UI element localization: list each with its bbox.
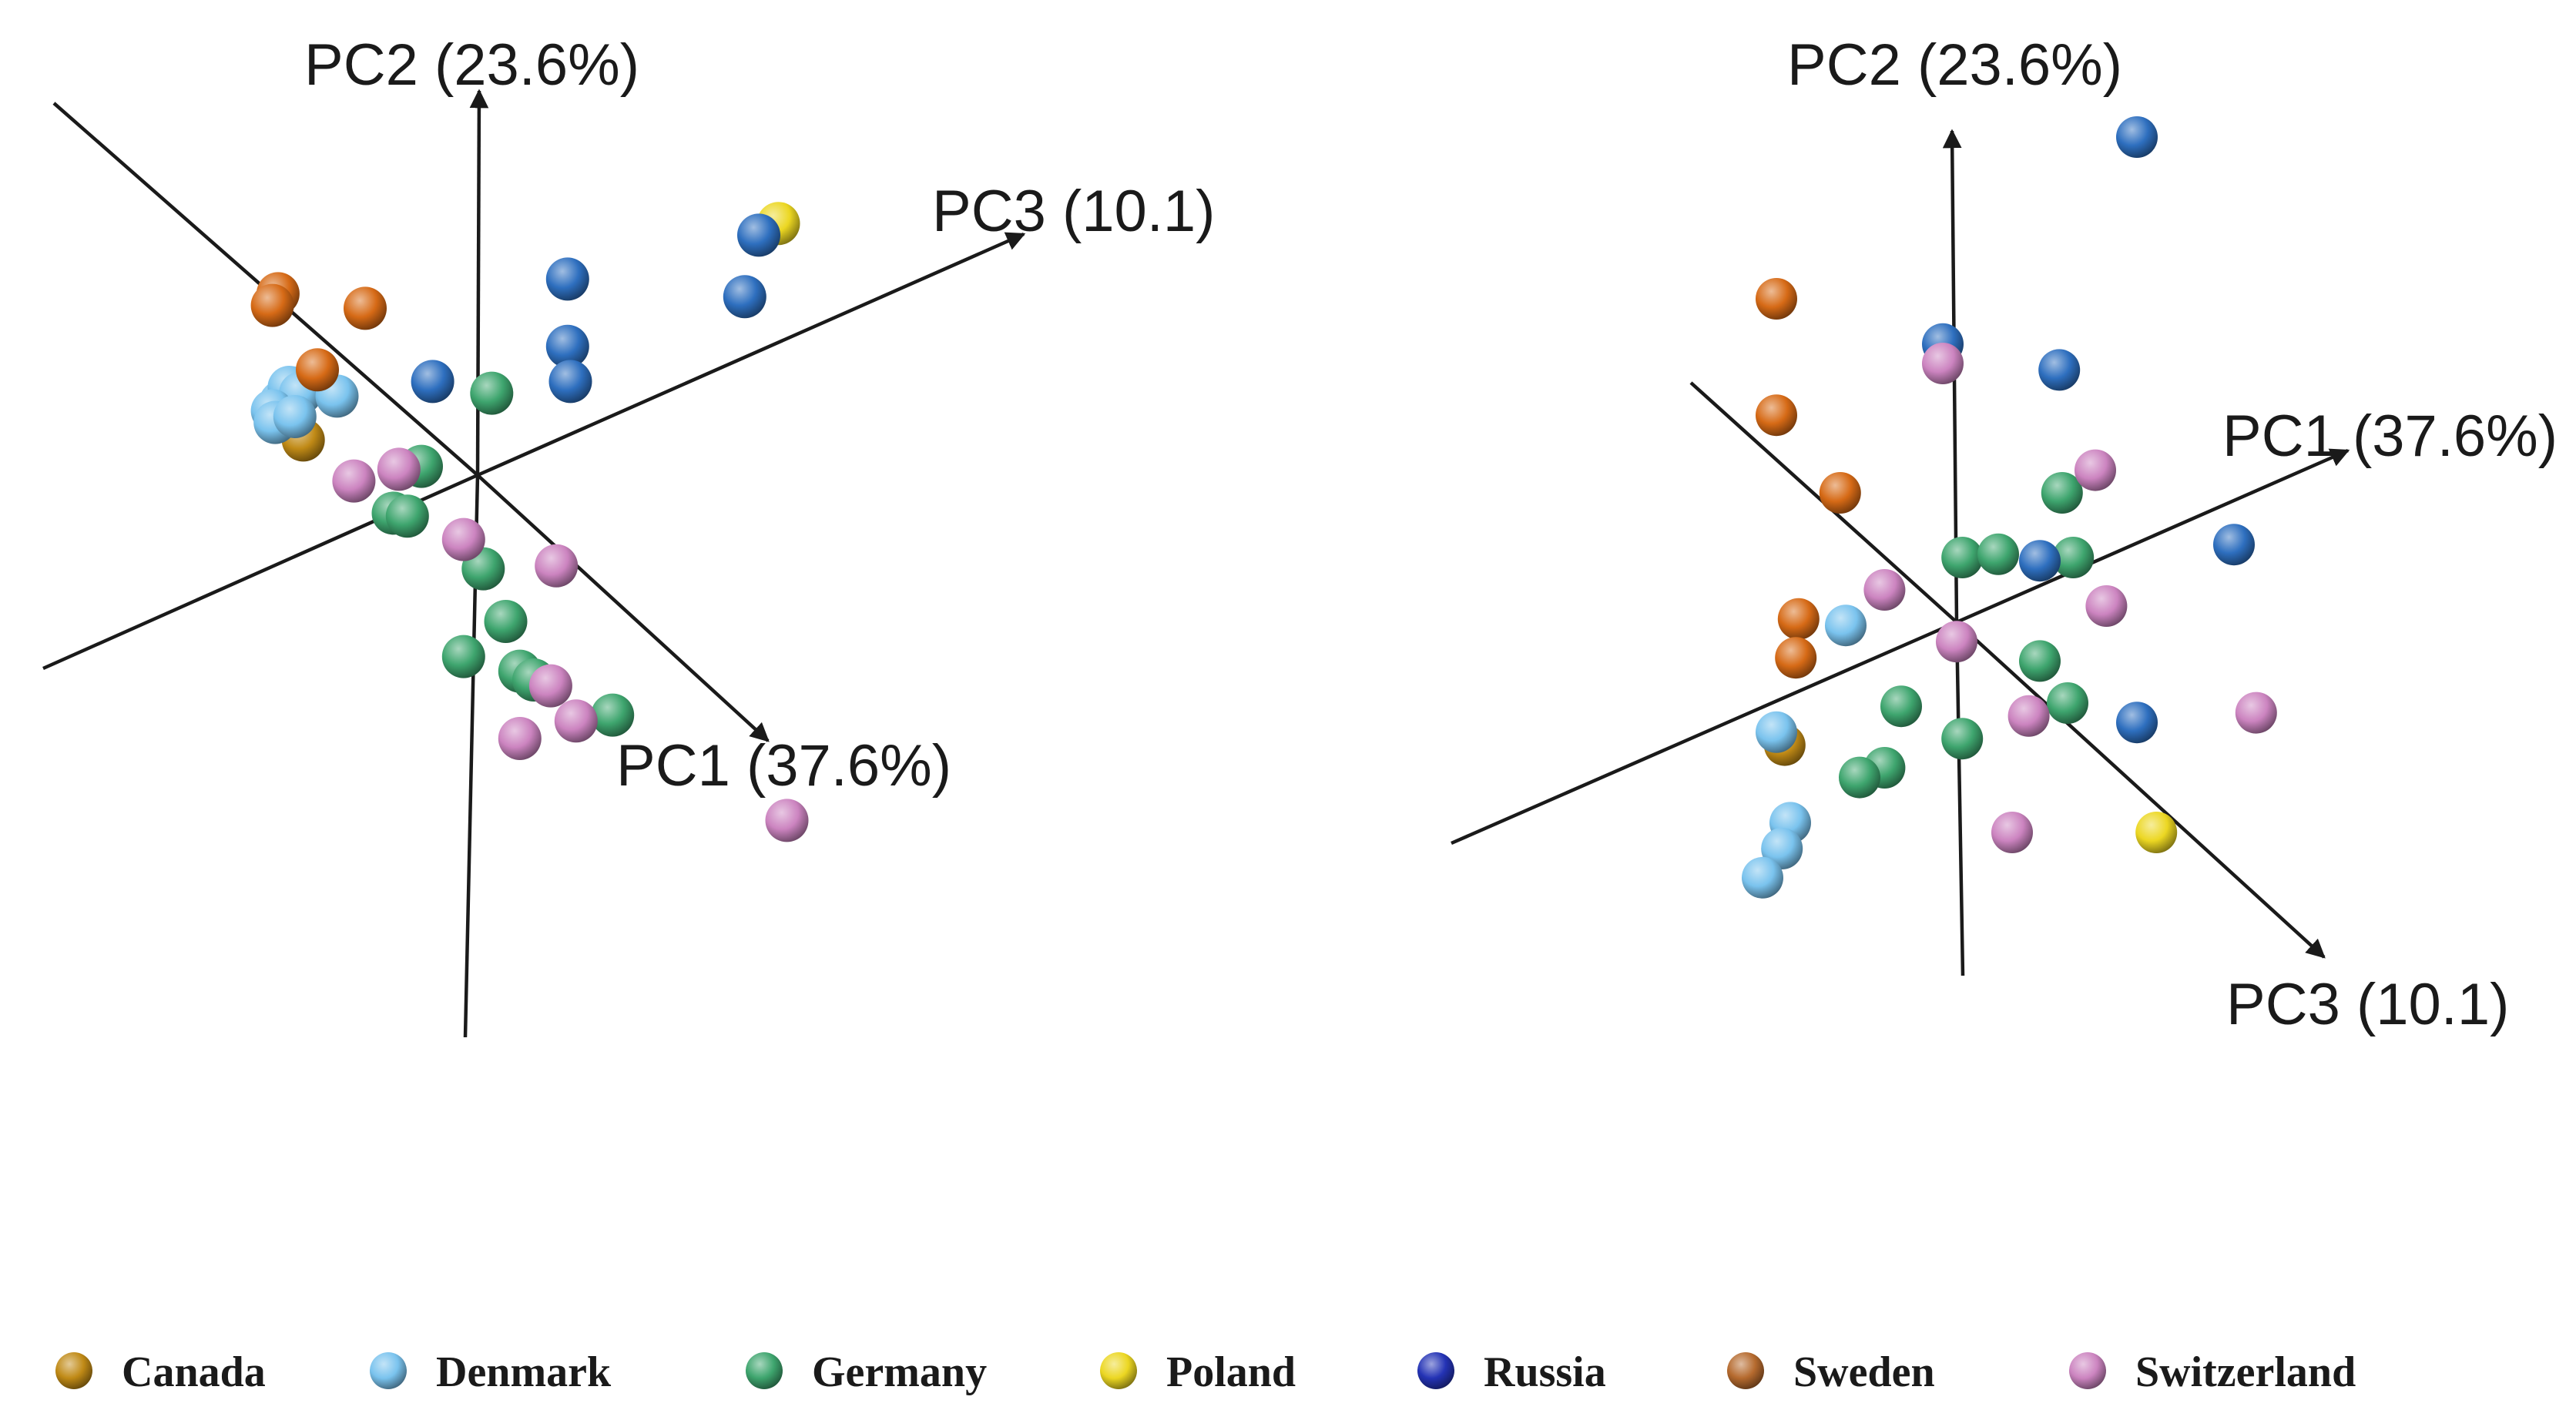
legend-marker-russia [1417, 1352, 1454, 1389]
legend-label-denmark: Denmark [436, 1348, 612, 1396]
data-point-sweden [250, 283, 294, 327]
pc3-axis [1955, 621, 2326, 959]
data-point-russia [548, 360, 592, 404]
data-point-switzerland [2235, 692, 2277, 734]
data-point-germany [1941, 718, 1984, 760]
data-point-sweden [1756, 394, 1797, 437]
data-point-denmark [273, 395, 317, 438]
data-point-switzerland [2007, 695, 2050, 737]
data-point-germany [484, 600, 528, 643]
data-point-germany [1880, 685, 1922, 728]
legend-label-germany: Germany [812, 1348, 987, 1396]
legend-marker-sweden [1727, 1352, 1764, 1389]
data-point-russia [2116, 116, 2158, 158]
data-point-switzerland [554, 699, 598, 743]
pc3-axis-label: PC3 (10.1) [932, 179, 1216, 244]
pc2-axis-label: PC2 (23.6%) [1787, 32, 2122, 98]
left-panel-points [250, 202, 809, 842]
right-panel-points [1742, 116, 2277, 899]
right-pca-panel: PC2 (23.6%) PC1 (37.6%) PC3 (10.1) [1451, 32, 2558, 1037]
data-point-russia [411, 360, 454, 404]
data-point-switzerland [2075, 449, 2116, 491]
data-point-germany [1977, 533, 2019, 575]
pc1-axis-label: PC1 (37.6%) [2222, 404, 2558, 469]
data-point-russia [2213, 524, 2255, 566]
legend-label-canada: Canada [122, 1348, 266, 1396]
pc1-axis [476, 474, 770, 742]
data-point-switzerland [498, 717, 542, 760]
data-point-switzerland [377, 447, 421, 491]
data-point-russia [2038, 349, 2081, 391]
data-point-germany [1839, 756, 1880, 799]
legend-item-germany: Germany [746, 1348, 987, 1396]
legend-label-switzerland: Switzerland [2135, 1348, 2356, 1396]
data-point-russia [2019, 540, 2061, 582]
legend-item-sweden: Sweden [1727, 1348, 1935, 1396]
legend-item-denmark: Denmark [370, 1348, 612, 1396]
data-point-sweden [1777, 598, 1820, 640]
data-point-russia [545, 324, 589, 368]
data-point-sweden [1756, 278, 1797, 320]
data-point-denmark [1756, 711, 1797, 753]
pc1-axis-back [1451, 620, 1957, 846]
legend-item-switzerland: Switzerland [2069, 1348, 2356, 1396]
data-point-switzerland [528, 664, 572, 708]
data-point-switzerland [535, 544, 579, 588]
data-point-russia [723, 275, 766, 319]
pc3-axis [477, 232, 1026, 477]
pc2-axis-label: PC2 (23.6%) [304, 32, 639, 98]
data-point-denmark [1825, 605, 1867, 647]
legend-marker-canada [55, 1352, 92, 1389]
data-point-switzerland [1936, 621, 1977, 663]
data-point-germany [441, 635, 485, 678]
data-point-switzerland [1922, 343, 1964, 384]
data-point-sweden [1819, 472, 1861, 514]
legend-marker-germany [746, 1352, 783, 1389]
data-point-poland [2135, 812, 2178, 853]
data-point-switzerland [1863, 569, 1906, 611]
legend-marker-poland [1100, 1352, 1137, 1389]
data-point-russia [2116, 702, 2158, 744]
data-point-germany [470, 371, 514, 415]
data-point-switzerland [332, 459, 376, 503]
data-point-sweden [344, 286, 387, 330]
data-point-russia [737, 213, 780, 257]
data-point-switzerland [2085, 585, 2128, 627]
legend-item-poland: Poland [1100, 1348, 1296, 1396]
data-point-germany [591, 693, 635, 737]
data-point-denmark [1742, 856, 1783, 899]
data-point-russia [545, 257, 589, 301]
pc2-axis [469, 89, 489, 476]
data-point-switzerland [1991, 812, 2033, 853]
left-pca-panel: PC2 (23.6%) PC3 (10.1) PC1 (37.6%) [42, 32, 1216, 1038]
legend: Canada Denmark Germany Poland Russia Swe… [55, 1348, 2356, 1396]
legend-item-russia: Russia [1417, 1348, 1606, 1396]
data-point-germany [2052, 537, 2095, 578]
data-point-sweden [1775, 637, 1817, 679]
data-point-germany [385, 494, 429, 538]
legend-label-poland: Poland [1166, 1348, 1296, 1396]
legend-marker-denmark [370, 1352, 407, 1389]
legend-marker-switzerland [2069, 1352, 2106, 1389]
legend-label-sweden: Sweden [1793, 1348, 1935, 1396]
data-point-germany [2019, 640, 2061, 682]
legend-item-canada: Canada [55, 1348, 266, 1396]
pc1-axis [1956, 448, 2350, 625]
pc3-axis-label: PC3 (10.1) [2226, 972, 2510, 1037]
data-point-switzerland [765, 799, 809, 842]
legend-label-russia: Russia [1484, 1348, 1606, 1396]
data-point-switzerland [441, 517, 485, 561]
data-point-sweden [296, 348, 339, 392]
data-point-germany [1941, 537, 1984, 578]
data-point-germany [2041, 472, 2083, 514]
data-point-germany [2047, 682, 2088, 724]
pc2-axis-back [1954, 621, 1965, 976]
pc1-axis-label: PC1 (37.6%) [616, 733, 951, 799]
